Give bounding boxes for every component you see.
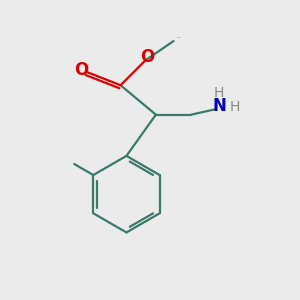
Text: N: N [212, 97, 226, 115]
Text: H: H [229, 100, 240, 114]
Text: H: H [213, 85, 224, 100]
Text: O: O [140, 48, 154, 66]
Text: methyl: methyl [176, 37, 181, 38]
Text: O: O [74, 61, 88, 80]
